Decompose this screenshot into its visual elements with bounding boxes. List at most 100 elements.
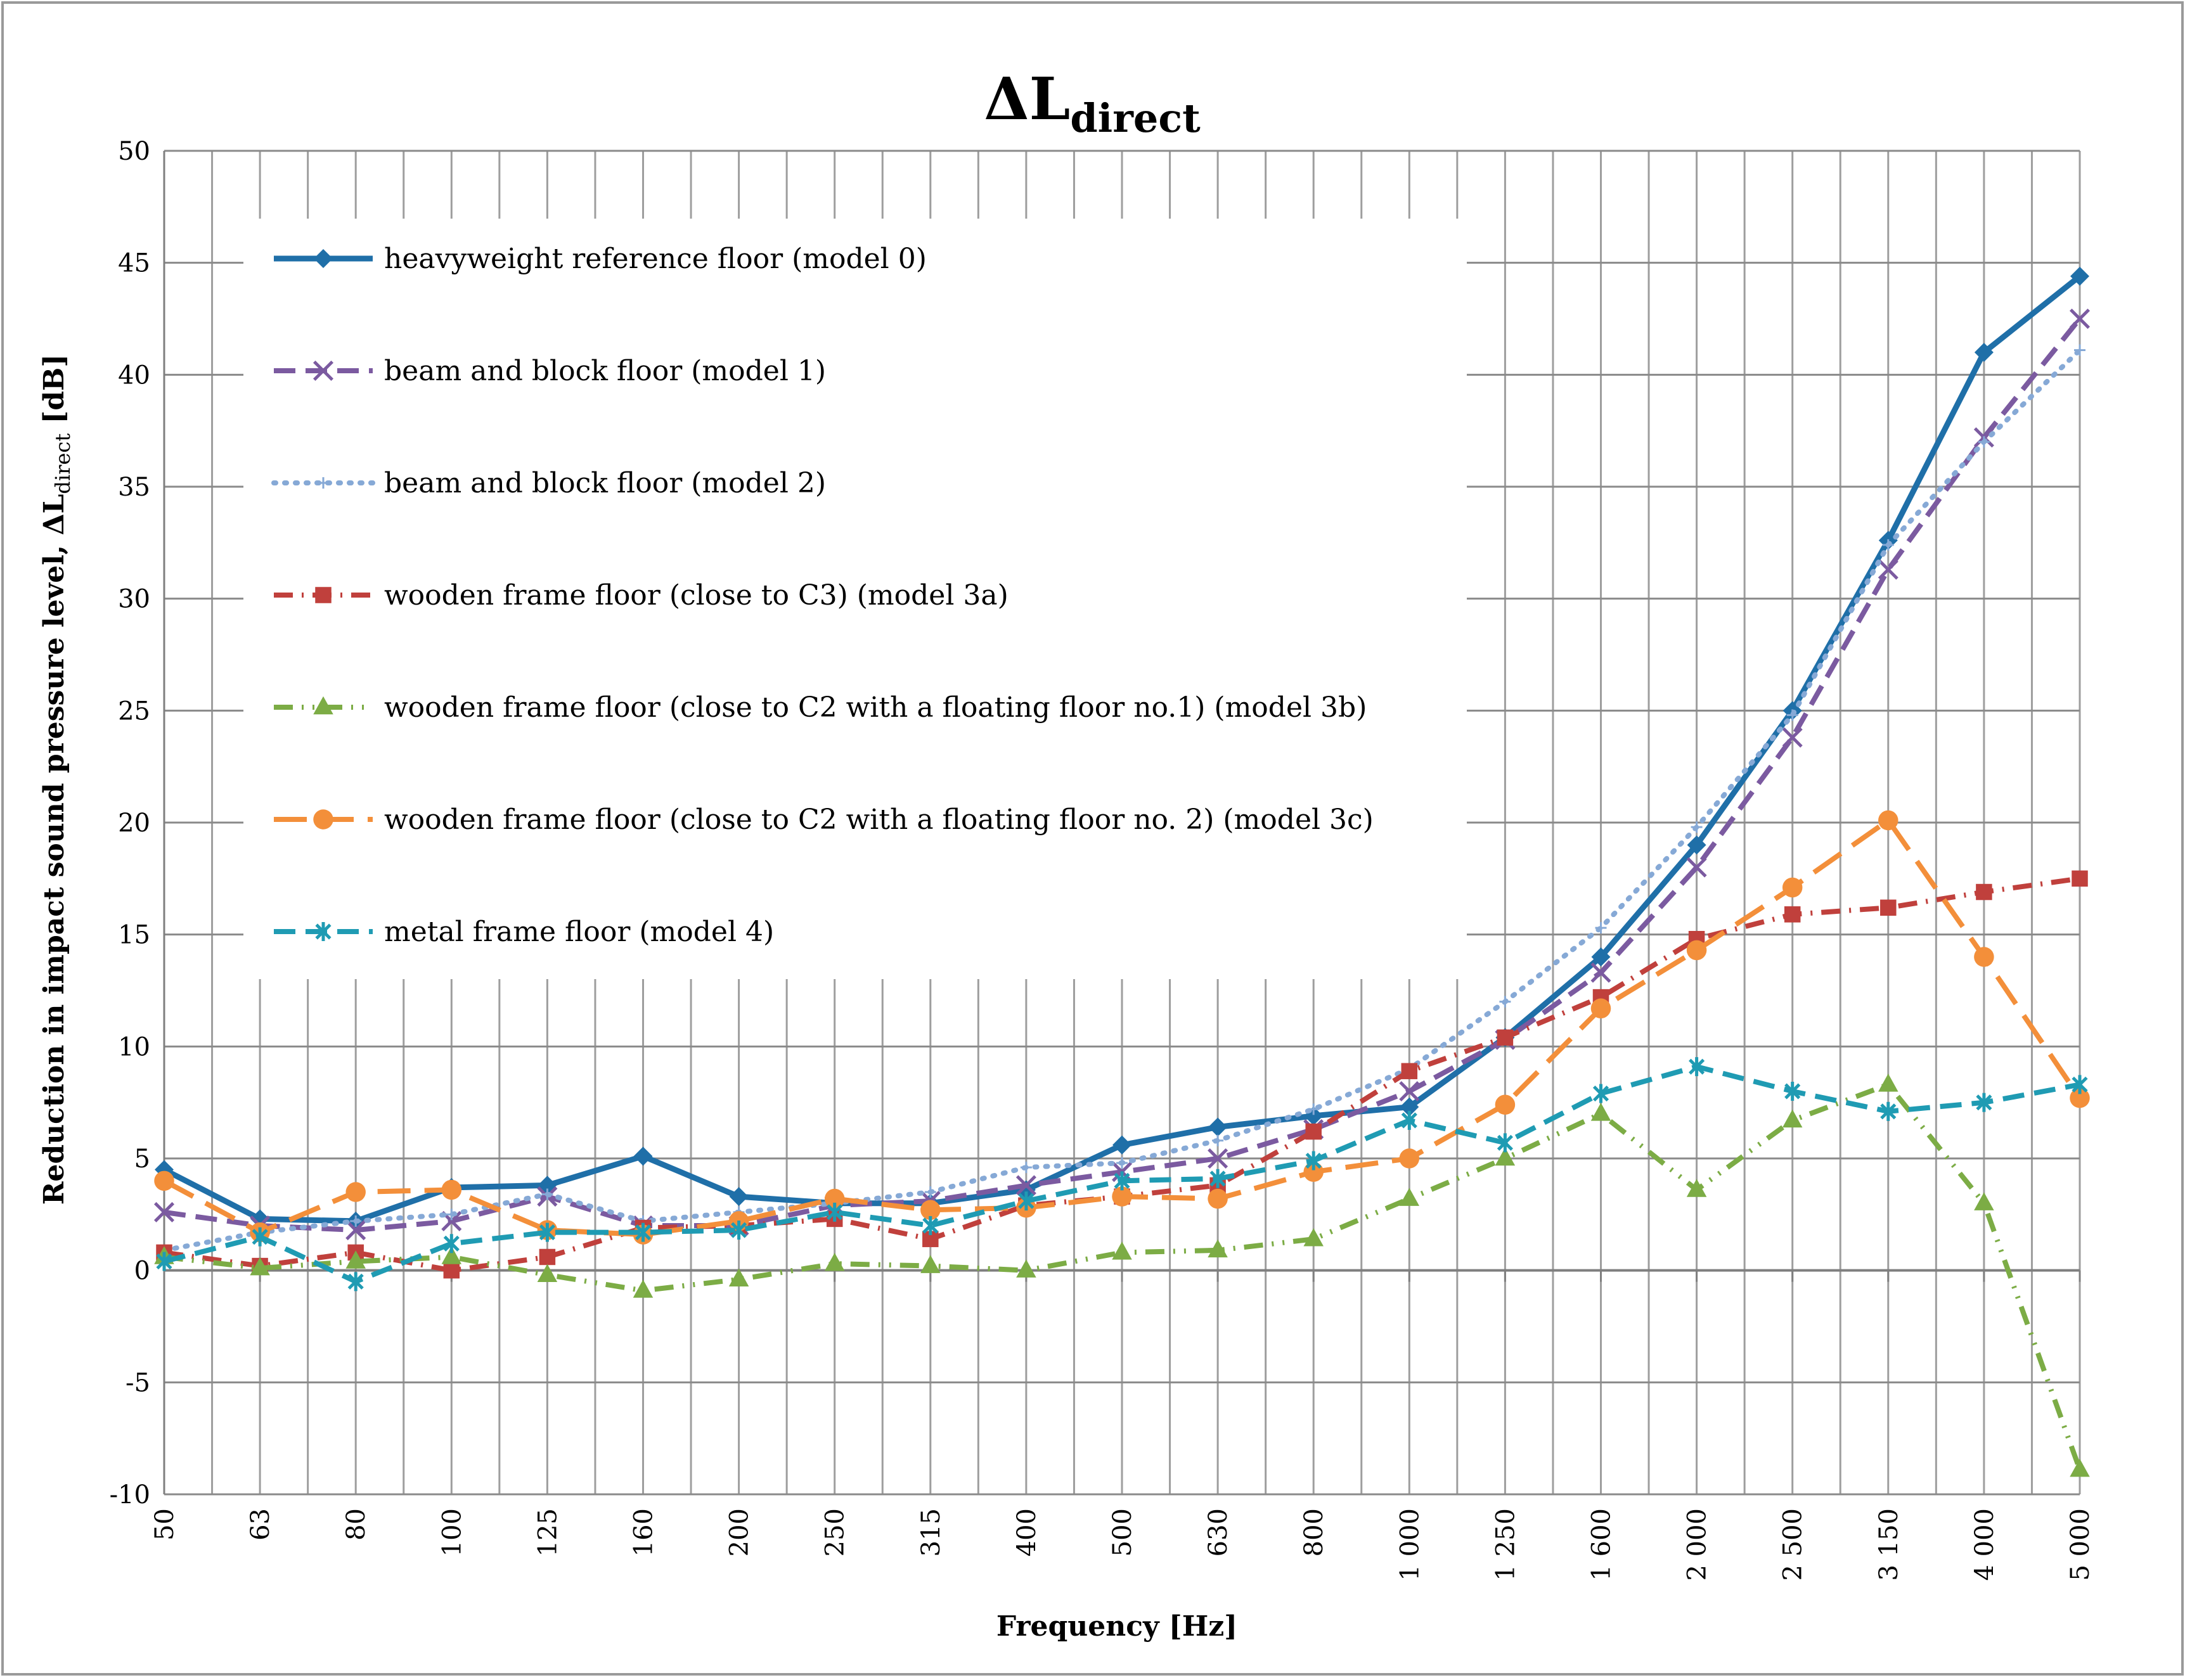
data-point [1208,1148,1228,1169]
data-point [1686,940,1707,961]
marker-stroke [2069,308,2091,330]
y-axis-title: Reduction in impact sound pressure level… [38,354,75,1205]
data-point [1691,821,1703,833]
data-point [1308,1103,1320,1115]
data-point [2074,344,2085,356]
x-tick-label: 1 250 [1491,1508,1520,1581]
data-point [250,1257,270,1276]
marker-stroke [1590,962,1611,983]
legend-label: beam and block floor (model 2) [384,467,826,499]
data-point [824,1188,845,1209]
data-point [441,1246,462,1264]
data-point [1495,1147,1516,1166]
marker-stroke [313,360,334,382]
data-point [1686,857,1707,878]
data-point [1878,559,1898,580]
marker-stroke [1782,727,1803,748]
x-tick-label: 4 000 [1970,1508,1999,1581]
data-point [2072,1075,2088,1094]
legend-swatch-marker [318,477,329,489]
data-point [1208,1117,1228,1137]
data-point [1786,709,1798,721]
data-point [2070,1087,2090,1108]
legend-label: beam and block floor (model 1) [384,355,826,387]
data-point [920,1200,941,1221]
x-tick-label: 160 [629,1508,659,1556]
data-point [1782,877,1803,898]
data-point [541,1188,553,1200]
x-tick-label: 800 [1299,1508,1329,1556]
marker-stroke [1015,1175,1036,1196]
legend-swatch-marker [313,360,334,382]
data-point [1591,947,1611,966]
data-point [827,1202,843,1222]
x-tick-label: 200 [725,1508,754,1556]
data-point [728,1268,749,1287]
data-point [1400,1097,1419,1117]
x-tick-label: 100 [437,1508,467,1556]
data-point [1497,1029,1514,1046]
y-axis-title-subscript: direct [51,433,75,494]
data-point [729,1187,749,1207]
legend-label: wooden frame floor (close to C2 with a f… [384,804,1374,836]
data-point [2070,1458,2090,1477]
x-tick-label: 630 [1204,1508,1233,1556]
data-point [1784,1082,1801,1101]
data-point [633,1279,654,1298]
legend-swatch-marker [314,249,333,268]
y-tick-label: 25 [118,696,150,726]
data-point [156,1252,172,1271]
data-point [350,1215,362,1227]
data-point [1978,436,1990,448]
data-point [635,1222,652,1242]
legend-label: wooden frame floor (close to C3) (model … [384,579,1009,612]
marker-stroke [1208,1148,1228,1169]
data-point [1116,1157,1128,1169]
data-point [1020,1162,1032,1174]
x-tick-label: 500 [1108,1508,1137,1556]
data-point [1399,1080,1420,1102]
data-point [345,1250,366,1269]
data-point [1592,1084,1609,1103]
legend-swatch-marker [313,809,333,830]
chart-title-main: ΔL [984,65,1070,133]
data-point [1208,1239,1228,1258]
y-tick-label: 35 [118,473,150,502]
data-point [1399,1188,1420,1206]
data-point [1689,1057,1705,1077]
data-point [1399,1148,1420,1169]
x-tick-label: 250 [821,1508,850,1556]
y-tick-label: 20 [118,809,150,838]
data-point [1015,1175,1036,1196]
marker-stroke [1686,857,1707,878]
data-point [1974,1192,1994,1210]
data-point [1401,1063,1418,1079]
y-tick-label: 5 [134,1145,150,1174]
data-point [1305,1123,1322,1140]
data-point [1687,835,1706,855]
y-tick-label: 50 [118,137,150,166]
legend-swatch-marker [315,587,332,603]
y-tick-label: 10 [118,1032,150,1061]
data-point [441,1179,462,1200]
data-point [1782,727,1803,748]
legend-label: heavyweight reference floor (model 0) [384,243,927,275]
legend-swatch-marker [315,922,332,941]
y-tick-label: 45 [118,249,150,278]
x-tick-label: 50 [150,1508,179,1541]
y-axis-title-main: Reduction in impact sound pressure level… [38,494,70,1205]
y-tick-label: 15 [118,921,150,950]
data-point [1495,1094,1516,1115]
data-point [1212,1134,1224,1146]
data-point [2069,308,2091,330]
x-tick-label: 63 [246,1508,275,1541]
legend-label: metal frame floor (model 4) [384,916,774,948]
data-point [1497,1133,1513,1153]
x-axis-title: Frequency [Hz] [996,1610,1237,1643]
data-point [443,1234,460,1254]
data-point [2072,870,2088,887]
chart-title: ΔLdirect [984,65,1201,141]
marker-stroke [153,1202,175,1222]
data-point [1112,1186,1132,1207]
data-point [1590,1103,1611,1121]
